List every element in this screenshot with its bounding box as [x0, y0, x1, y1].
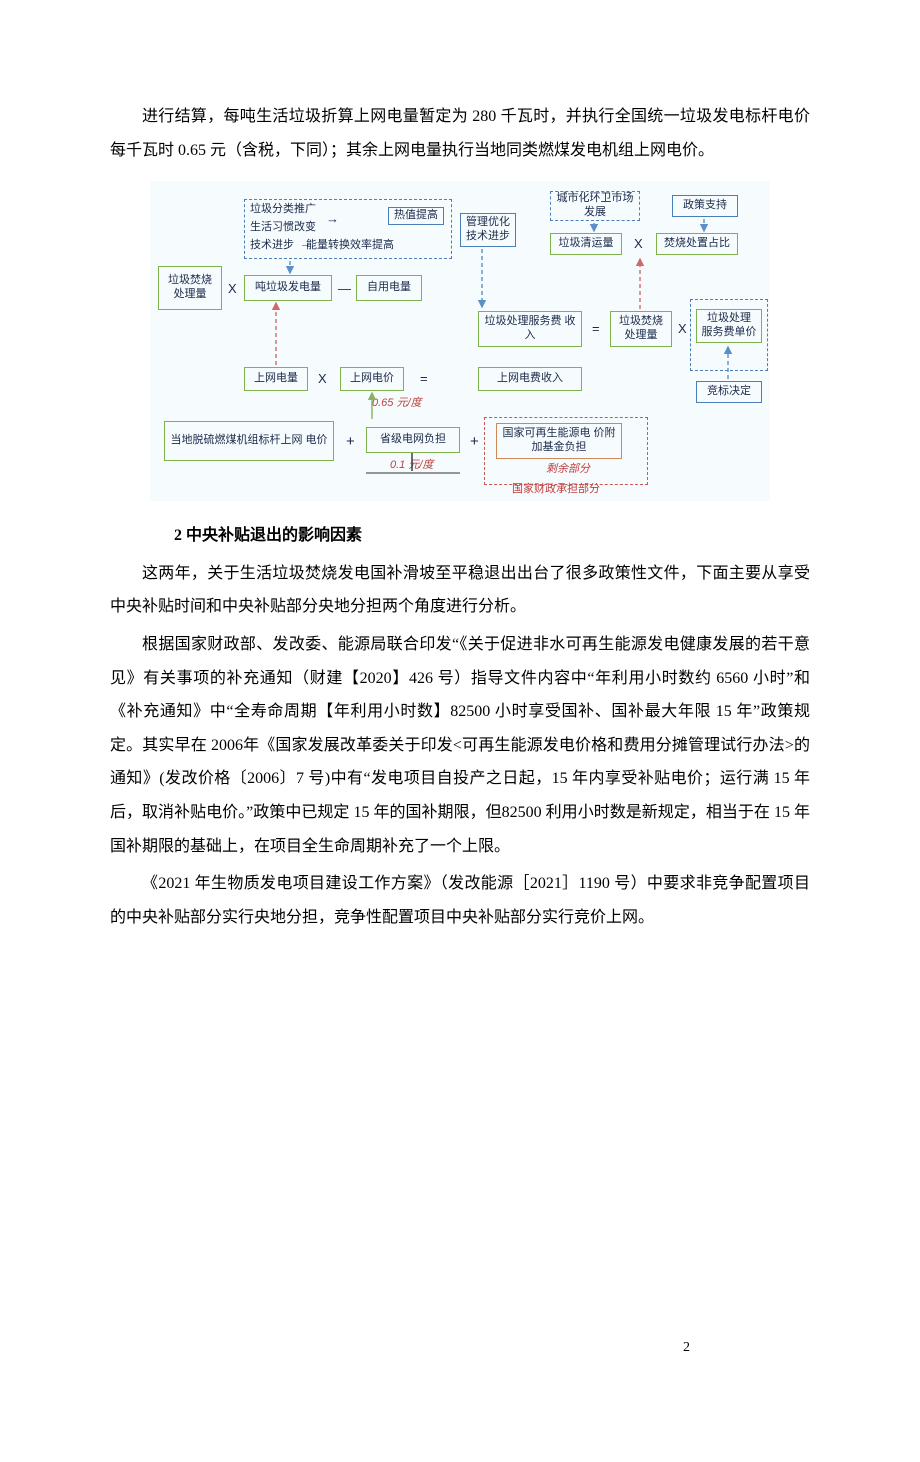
section-heading-2: 2 中央补贴退出的影响因素	[110, 519, 810, 553]
diagram-text-eq_grid: =	[420, 371, 428, 387]
diagram-box-bid: 竞标决定	[696, 381, 762, 403]
diagram-text-rate065: 0.65 元/度	[372, 397, 422, 411]
diagram-box-market: 城市化环卫市场 发展	[550, 191, 640, 221]
diagram-text-plus1: +	[346, 433, 355, 452]
diagram-text-t_tech: 技术进步	[250, 239, 294, 253]
diagram-box-grid_price: 上网电价	[340, 367, 404, 391]
revenue-diagram: 垃圾焚烧 处理量 热值提高管理优化 技术进步吨垃圾发电量自用电量 城市化环卫市场 发…	[150, 181, 770, 501]
diagram-text-x1: X	[228, 281, 237, 297]
diagram-text-remain: 剩余部分	[546, 463, 590, 477]
diagram-box-policy: 政策支持	[672, 195, 738, 217]
diagram-box-clear_vol: 垃圾清运量	[550, 233, 622, 255]
diagram-text-arrow_a1: →	[326, 211, 339, 227]
diagram-box-unit_fee: 垃圾处理 服务费单价	[696, 309, 762, 343]
diagram-text-rate01: 0.1 元/度	[390, 459, 433, 473]
diagram-text-plus2: +	[470, 433, 479, 452]
diagram-box-b_rezhi: 热值提高	[388, 207, 444, 225]
diagram-text-t_classify: 垃圾分类推广	[250, 203, 316, 217]
page-number: 2	[683, 1333, 690, 1362]
diagram-box-coal_price: 当地脱硫燃煤机组标杆上网 电价	[164, 421, 334, 461]
diagram-box-grid_qty: 上网电量	[244, 367, 308, 391]
diagram-box-per_ton: 吨垃圾发电量	[244, 275, 332, 301]
body-paragraph-3: 根据国家财政部、发改委、能源局联合印发“《关于促进非水可再生能源发电健康发展的若…	[110, 628, 810, 863]
diagram-box-prov_grid: 省级电网负担	[366, 427, 460, 453]
diagram-box-ratio: 焚烧处置占比	[656, 233, 738, 255]
diagram-text-eq_serv: =	[592, 321, 600, 337]
diagram-text-x_serv: X	[678, 321, 687, 337]
diagram-box-incin_vol2: 垃圾焚烧 处理量	[610, 311, 672, 347]
body-paragraph-4: 《2021 年生物质发电项目建设工作方案》（发改能源［2021］1190 号）中…	[110, 867, 810, 934]
diagram-text-x_market: X	[634, 236, 643, 252]
diagram-text-x_grid: X	[318, 371, 327, 387]
diagram-box-national_fund: 国家可再生能源电 价附加基金负担	[496, 423, 622, 459]
body-paragraph-2: 这两年，关于生活垃圾焚烧发电国补滑坡至平稳退出出台了很多政策性文件，下面主要从享…	[110, 557, 810, 624]
diagram-box-b_guanli: 管理优化 技术进步	[460, 213, 516, 247]
diagram-box-service_fee: 垃圾处理服务费 收入	[478, 311, 582, 347]
body-paragraph-1: 进行结算，每吨生活垃圾折算上网电量暂定为 280 千瓦时，并执行全国统一垃圾发电…	[110, 100, 810, 167]
diagram-box-self_use: 自用电量	[356, 275, 422, 301]
diagram-text-minus1: —	[338, 281, 351, 297]
diagram-box-incineration_vol: 垃圾焚烧 处理量	[158, 266, 222, 310]
diagram-text-t_habit: 生活习惯改变	[250, 221, 316, 235]
diagram-text-gov: 国家财政承担部分	[512, 483, 600, 497]
diagram-text-t_efficiency: 能量转换效率提高	[306, 239, 394, 253]
diagram-box-fee_income: 上网电费收入	[478, 367, 582, 391]
diagram-text-arrow_a2: →	[300, 238, 311, 252]
